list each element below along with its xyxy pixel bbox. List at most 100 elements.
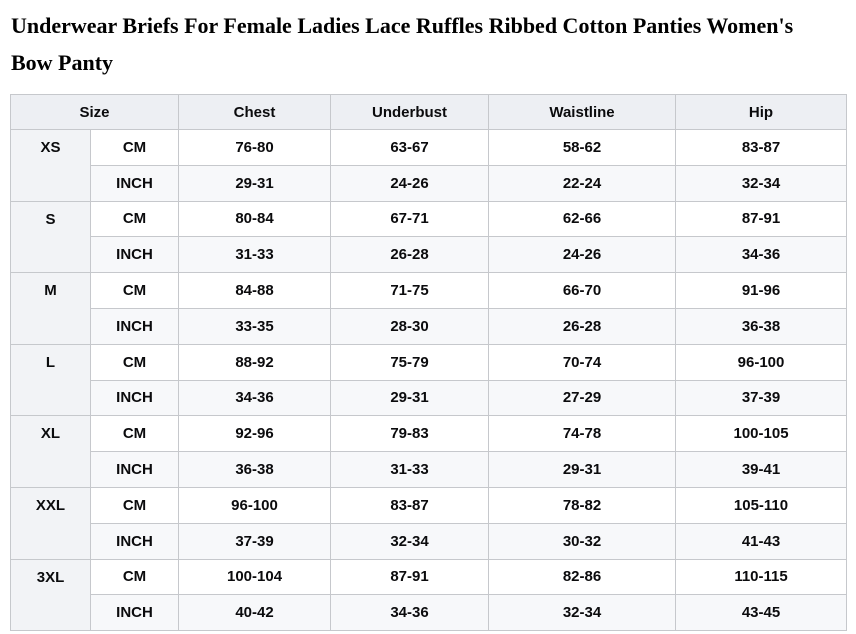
- value-cell: 32-34: [488, 594, 677, 632]
- table-row: XXL CM 96-100 83-87 78-82 105-110: [10, 486, 848, 560]
- value-cell: 87-91: [675, 200, 848, 238]
- unit-cell: INCH: [89, 451, 180, 488]
- value-cell: 105-110: [675, 486, 848, 524]
- size-label-cell: M: [10, 272, 91, 345]
- value-cell: 37-39: [675, 379, 848, 417]
- size-table-body: XS CM 76-80 63-67 58-62 83-87 INCH 29-31 24-26 22…: [10, 129, 848, 632]
- value-cell: 63-67: [330, 129, 490, 166]
- value-cell: 37-39: [178, 522, 332, 560]
- unit-cell: CM: [89, 415, 180, 453]
- unit-cell: CM: [89, 129, 180, 166]
- value-cell: 34-36: [330, 594, 490, 632]
- value-cell: 79-83: [330, 415, 490, 453]
- table-row: INCH 31-33 26-28 24-26 34-36: [11, 236, 848, 274]
- table-row: L CM 88-92 75-79 70-74 96-100: [10, 343, 848, 417]
- value-cell: 41-43: [675, 522, 848, 560]
- value-cell: 26-28: [330, 236, 490, 274]
- value-cell: 66-70: [488, 272, 677, 309]
- unit-cell: CM: [89, 343, 180, 381]
- value-cell: 87-91: [330, 558, 490, 596]
- table-row: XL CM 92-96 79-83 74-78 100-105: [10, 415, 848, 488]
- value-cell: 29-31: [178, 164, 332, 202]
- table-row: INCH 37-39 32-34 30-32 41-43: [11, 522, 848, 560]
- size-label-cell: 3XL: [10, 558, 91, 632]
- value-cell: 91-96: [675, 272, 848, 309]
- value-cell: 76-80: [178, 129, 332, 166]
- value-cell: 70-74: [488, 343, 677, 381]
- unit-cell: CM: [89, 558, 180, 596]
- table-row: XS CM 76-80 63-67 58-62 83-87: [10, 129, 848, 202]
- size-table-header: Size Chest Underbust Waistline Hip: [9, 94, 848, 130]
- value-cell: 26-28: [488, 307, 677, 345]
- value-cell: 30-32: [488, 522, 677, 560]
- table-row: M CM 84-88 71-75 66-70 91-96: [10, 272, 848, 345]
- value-cell: 96-100: [675, 343, 848, 381]
- table-row: INCH 34-36 29-31 27-29 37-39: [11, 379, 848, 417]
- value-cell: 78-82: [488, 486, 677, 524]
- value-cell: 36-38: [675, 307, 848, 345]
- value-cell: 27-29: [488, 379, 677, 417]
- value-cell: 29-31: [488, 451, 677, 488]
- value-cell: 83-87: [330, 486, 490, 524]
- table-row: INCH 40-42 34-36 32-34 43-45: [11, 594, 848, 632]
- value-cell: 33-35: [178, 307, 332, 345]
- value-cell: 100-104: [178, 558, 332, 596]
- unit-cell: INCH: [89, 379, 180, 417]
- value-cell: 36-38: [178, 451, 332, 488]
- value-cell: 75-79: [330, 343, 490, 381]
- value-cell: 34-36: [675, 236, 848, 274]
- unit-cell: INCH: [89, 594, 180, 632]
- table-row: INCH 36-38 31-33 29-31 39-41: [11, 451, 848, 488]
- value-cell: 82-86: [488, 558, 677, 596]
- size-label-cell: XXL: [10, 486, 91, 560]
- unit-cell: INCH: [89, 522, 180, 560]
- value-cell: 71-75: [330, 272, 490, 309]
- value-cell: 74-78: [488, 415, 677, 453]
- value-cell: 83-87: [675, 129, 848, 166]
- value-cell: 67-71: [330, 200, 490, 238]
- header-cell-size: Size: [9, 94, 180, 130]
- value-cell: 31-33: [330, 451, 490, 488]
- table-row: S CM 80-84 67-71 62-66 87-91: [10, 200, 848, 274]
- unit-cell: CM: [89, 272, 180, 309]
- unit-cell: CM: [89, 200, 180, 238]
- table-row: INCH 33-35 28-30 26-28 36-38: [11, 307, 848, 345]
- value-cell: 100-105: [675, 415, 848, 453]
- value-cell: 31-33: [178, 236, 332, 274]
- value-cell: 88-92: [178, 343, 332, 381]
- value-cell: 84-88: [178, 272, 332, 309]
- header-row: Size Chest Underbust Waistline Hip: [9, 94, 848, 130]
- value-cell: 58-62: [488, 129, 677, 166]
- value-cell: 110-115: [675, 558, 848, 596]
- value-cell: 32-34: [330, 522, 490, 560]
- size-label-cell: XL: [10, 415, 91, 488]
- value-cell: 24-26: [488, 236, 677, 274]
- size-label-cell: L: [10, 343, 91, 417]
- size-label-cell: S: [10, 200, 91, 274]
- unit-cell: INCH: [89, 164, 180, 202]
- value-cell: 34-36: [178, 379, 332, 417]
- unit-cell: INCH: [89, 307, 180, 345]
- table-row: INCH 29-31 24-26 22-24 32-34: [11, 164, 848, 202]
- value-cell: 22-24: [488, 164, 677, 202]
- value-cell: 62-66: [488, 200, 677, 238]
- value-cell: 40-42: [178, 594, 332, 632]
- value-cell: 32-34: [675, 164, 848, 202]
- header-cell-chest: Chest: [178, 94, 332, 130]
- unit-cell: CM: [89, 486, 180, 524]
- value-cell: 96-100: [178, 486, 332, 524]
- value-cell: 80-84: [178, 200, 332, 238]
- page-title: Underwear Briefs For Female Ladies Lace …: [11, 13, 794, 75]
- header-cell-hip: Hip: [675, 94, 848, 130]
- unit-cell: INCH: [89, 236, 180, 274]
- value-cell: 28-30: [330, 307, 490, 345]
- table-row: 3XL CM 100-104 87-91 82-86 110-115: [10, 558, 848, 632]
- header-cell-underbust: Underbust: [330, 94, 490, 130]
- header-cell-waistline: Waistline: [488, 94, 677, 130]
- value-cell: 39-41: [675, 451, 848, 488]
- value-cell: 92-96: [178, 415, 332, 453]
- size-label-cell: XS: [10, 129, 91, 202]
- value-cell: 24-26: [330, 164, 490, 202]
- value-cell: 43-45: [675, 594, 848, 632]
- size-chart-table: Size Chest Underbust Waistline Hip XS CM 7…: [9, 94, 848, 632]
